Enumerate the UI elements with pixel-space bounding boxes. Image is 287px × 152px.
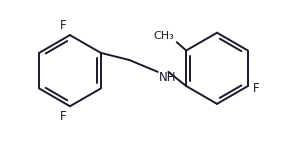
Text: F: F bbox=[59, 110, 66, 123]
Text: CH₃: CH₃ bbox=[154, 31, 174, 41]
Text: F: F bbox=[253, 82, 259, 95]
Text: NH: NH bbox=[159, 71, 177, 84]
Text: F: F bbox=[59, 19, 66, 31]
